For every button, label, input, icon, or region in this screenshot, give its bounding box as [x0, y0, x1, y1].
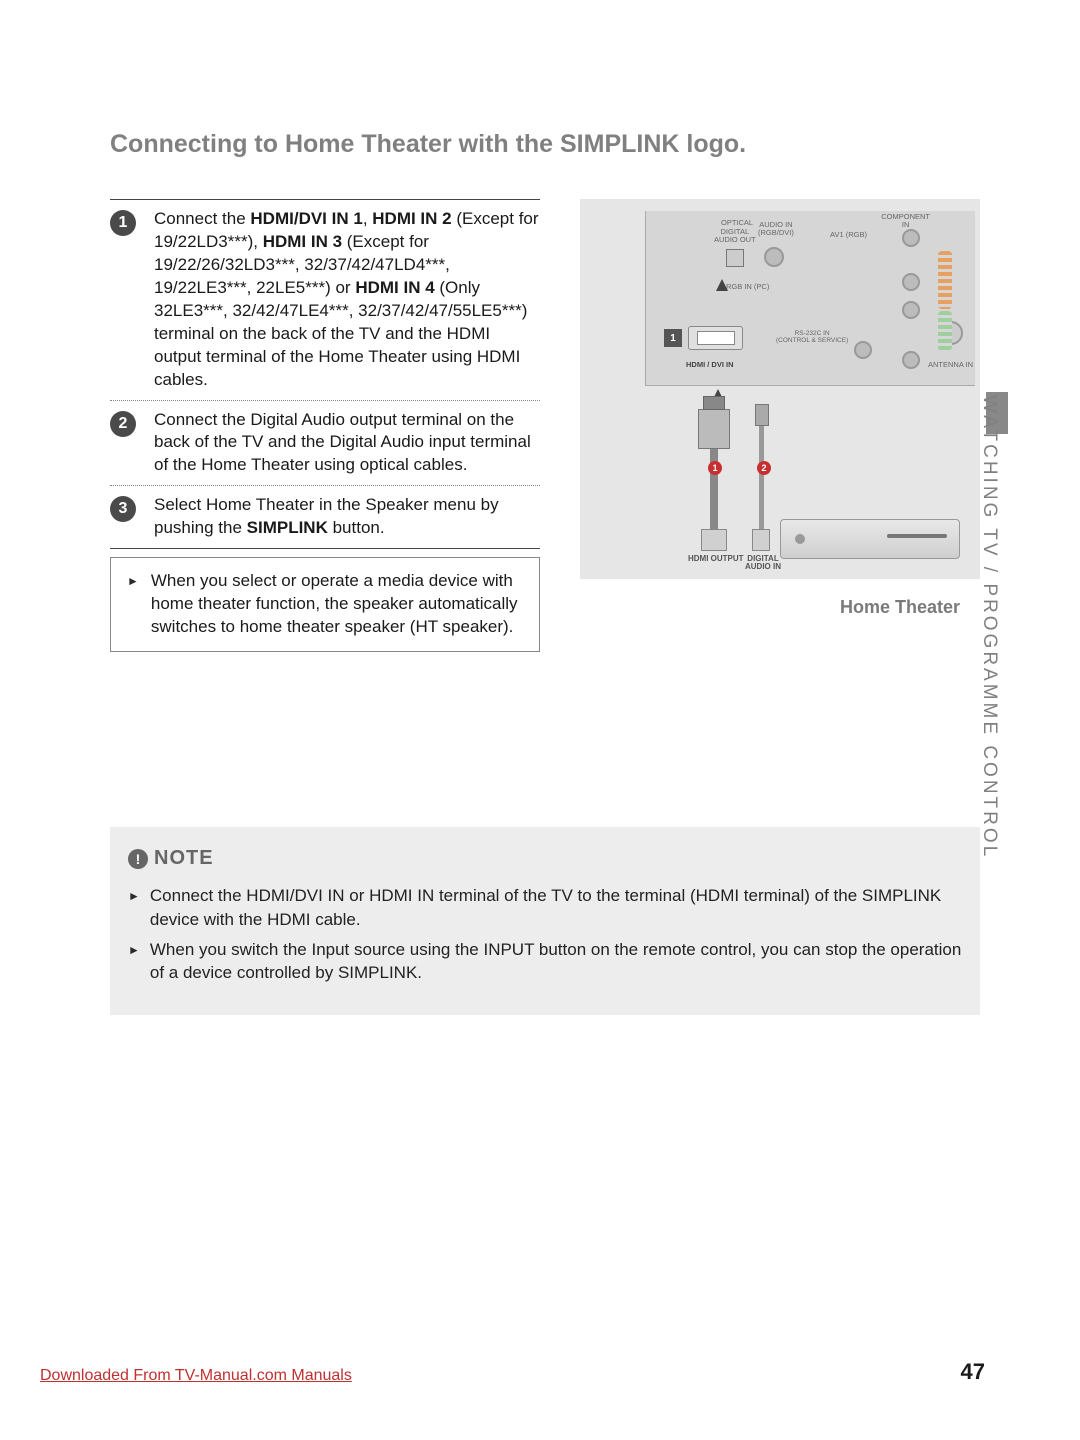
note-icon: ! — [128, 849, 148, 869]
auto-switch-note: When you select or operate a media devic… — [110, 557, 540, 652]
home-theater-device — [780, 519, 960, 559]
note-block: ! NOTE Connect the HDMI/DVI IN or HDMI I… — [110, 827, 980, 1015]
step-2: 2 Connect the Digital Audio output termi… — [110, 401, 540, 486]
steps-column: 1 Connect the HDMI/DVI IN 1, HDMI IN 2 (… — [110, 199, 540, 652]
step-number: 2 — [110, 411, 136, 437]
note-item: Connect the HDMI/DVI IN or HDMI IN termi… — [128, 884, 962, 932]
note-item: When you switch the Input source using t… — [128, 938, 962, 986]
download-source-link[interactable]: Downloaded From TV-Manual.com Manuals — [40, 1367, 352, 1385]
step-text: Connect the Digital Audio output termina… — [154, 409, 540, 478]
step-3: 3 Select Home Theater in the Speaker men… — [110, 486, 540, 548]
hdmi-tag: 1 — [664, 329, 682, 347]
cable-badge-2: 2 — [757, 461, 771, 475]
diagram-caption: Home Theater — [840, 597, 960, 618]
cable-badge-1: 1 — [708, 461, 722, 475]
diagram-column: OPTICAL DIGITAL AUDIO OUT AUDIO IN (RGB/… — [570, 199, 990, 618]
step-1: 1 Connect the HDMI/DVI IN 1, HDMI IN 2 (… — [110, 200, 540, 400]
connection-diagram: OPTICAL DIGITAL AUDIO OUT AUDIO IN (RGB/… — [580, 199, 980, 579]
step-number: 1 — [110, 210, 136, 236]
step-text: Select Home Theater in the Speaker menu … — [154, 494, 540, 540]
section-side-label: WATCHING TV / PROGRAMME CONTROL — [978, 395, 1000, 859]
page-number: 47 — [961, 1359, 985, 1385]
note-title: NOTE — [154, 847, 214, 870]
page-title: Connecting to Home Theater with the SIMP… — [110, 130, 990, 159]
step-text: Connect the HDMI/DVI IN 1, HDMI IN 2 (Ex… — [154, 208, 540, 392]
step-number: 3 — [110, 496, 136, 522]
